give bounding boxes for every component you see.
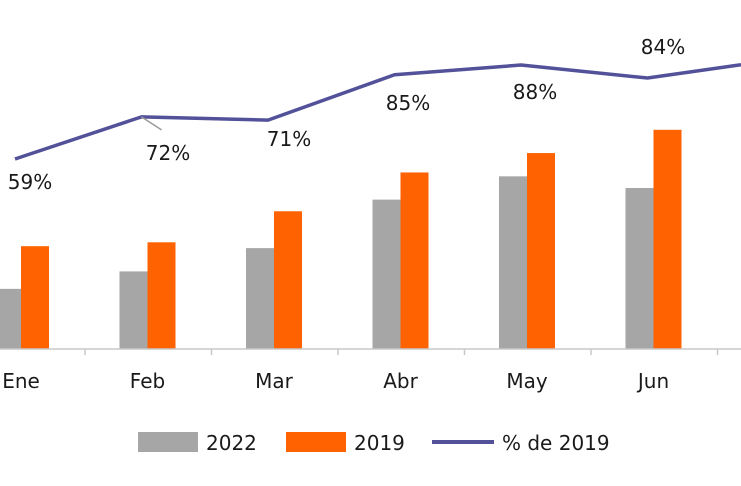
x-tick-label: Abr <box>383 369 418 393</box>
x-axis: Ene Feb Mar Abr May Jun <box>0 348 741 393</box>
legend-swatch-2019 <box>286 432 346 452</box>
percent-line <box>14 62 741 161</box>
leader-line <box>141 116 162 131</box>
bar-2022-feb <box>119 271 148 349</box>
bar-2019-mar <box>274 211 302 349</box>
legend-swatch-2022 <box>138 432 198 452</box>
legend-label-2022: 2022 <box>206 431 257 455</box>
x-tick-label: Mar <box>255 369 294 393</box>
bar-2022-jun <box>625 187 654 349</box>
legend-label-line: % de 2019 <box>502 431 610 455</box>
x-tick-label: May <box>506 369 548 393</box>
bar-2019-jun <box>653 129 682 349</box>
x-tick-label: Ene <box>2 369 40 393</box>
percent-label: 88% <box>513 80 557 104</box>
bar-2022-abr <box>372 199 401 349</box>
x-tick-label: Feb <box>130 369 165 393</box>
percent-label: 72% <box>146 141 190 165</box>
percent-labels: 59% 72% 71% 85% 88% 84% <box>8 35 685 194</box>
bar-2019-ene <box>21 246 49 349</box>
legend-label-2019: 2019 <box>354 431 405 455</box>
bar-2019-feb <box>147 242 176 349</box>
percent-label: 85% <box>386 91 430 115</box>
percent-label: 71% <box>267 127 311 151</box>
bar-2022-may <box>499 176 527 349</box>
percent-label: 84% <box>641 35 685 59</box>
bar-2019-may <box>527 153 555 349</box>
line-layer <box>14 62 741 161</box>
bars-layer <box>0 129 682 349</box>
bar-2022-ene <box>0 288 21 349</box>
x-tick-label: Jun <box>636 369 669 393</box>
legend: 2022 2019 % de 2019 <box>138 431 610 455</box>
bar-2019-abr <box>400 172 429 349</box>
percent-label: 59% <box>8 170 52 194</box>
bar-2022-mar <box>246 248 274 349</box>
